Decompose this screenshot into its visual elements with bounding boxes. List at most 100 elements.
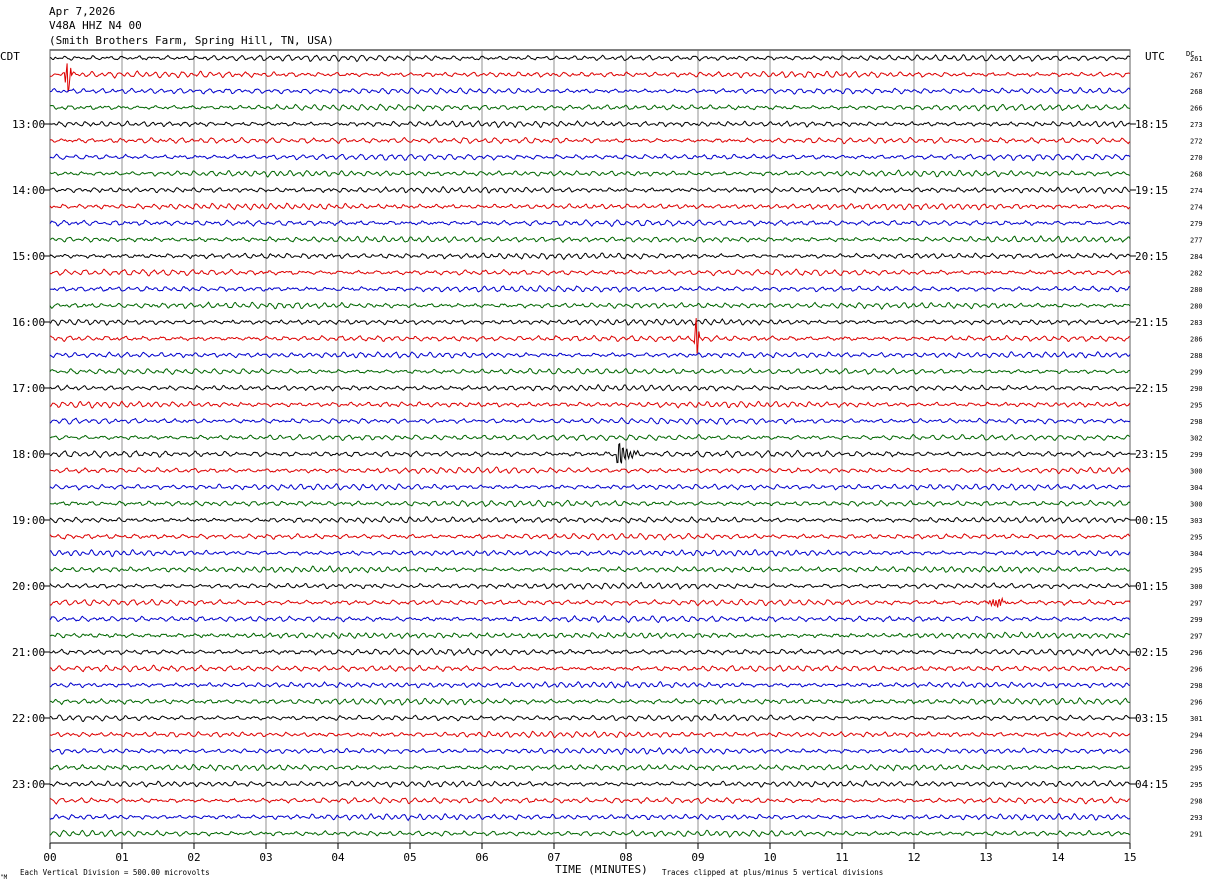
cdt-hour-label: 14:00 — [12, 184, 45, 197]
dc-offset-label: 296 — [1190, 649, 1203, 657]
x-tick-label: 12 — [907, 851, 920, 864]
trace-line — [49, 318, 1131, 354]
trace-line — [49, 829, 1131, 838]
trace-line — [49, 596, 1131, 608]
dc-offset-label: 296 — [1190, 666, 1203, 674]
dc-offset-label: 296 — [1190, 699, 1203, 707]
footer-clip-note: Traces clipped at plus/minus 5 vertical … — [662, 868, 883, 877]
dc-offset-label: 294 — [1190, 732, 1203, 740]
trace-line — [49, 169, 1131, 178]
utc-hour-label: 03:15 — [1135, 712, 1168, 725]
header-date: Apr 7,2026 — [49, 5, 116, 18]
dc-offset-label: 291 — [1190, 831, 1203, 839]
utc-hour-label: 18:15 — [1135, 118, 1168, 131]
trace-line — [49, 532, 1131, 541]
trace-line — [49, 483, 1131, 491]
trace-line — [49, 301, 1131, 310]
plot-frame — [49, 49, 1131, 844]
trace-line — [49, 119, 1131, 129]
trace-line — [49, 219, 1131, 228]
trace-line — [49, 202, 1131, 211]
dc-offset-label: 268 — [1190, 171, 1203, 179]
dc-offset-label: 261 — [1190, 55, 1203, 63]
left-axis-label: CDT — [0, 50, 20, 63]
trace-line — [49, 730, 1131, 739]
trace-line — [49, 268, 1131, 277]
dc-label: DC — [1186, 50, 1194, 58]
dc-offset-label: 297 — [1190, 600, 1203, 608]
dc-offset-label: 279 — [1190, 220, 1203, 228]
footer-scale: Each Vertical Division = 500.00 microvol… — [20, 868, 210, 877]
dc-offset-label: 299 — [1190, 616, 1203, 624]
trace-line — [49, 433, 1131, 442]
x-tick-label: 11 — [835, 851, 848, 864]
dc-offset-label: 283 — [1190, 319, 1203, 327]
dc-offset-label: 295 — [1190, 765, 1203, 773]
x-tick-label: 13 — [979, 851, 992, 864]
header-location: (Smith Brothers Farm, Spring Hill, TN, U… — [49, 34, 334, 47]
trace-line — [49, 779, 1131, 788]
dc-offset-label: 280 — [1190, 286, 1203, 294]
trace-line — [49, 812, 1131, 822]
x-tick-label: 15 — [1123, 851, 1136, 864]
trace-line — [49, 763, 1131, 772]
seismogram-traces — [49, 54, 1131, 838]
x-tick-label: 09 — [691, 851, 704, 864]
trace-line — [49, 367, 1131, 376]
trace-line — [49, 664, 1131, 673]
cdt-hour-label: 16:00 — [12, 316, 45, 329]
plot-grid — [44, 49, 1136, 849]
trace-line — [49, 515, 1131, 524]
dc-offset-label: 288 — [1190, 352, 1203, 360]
utc-hour-label: 20:15 — [1135, 250, 1168, 263]
trace-line — [49, 136, 1131, 145]
trace-line — [49, 713, 1131, 723]
trace-line — [49, 383, 1131, 392]
dc-offset-label: 295 — [1190, 781, 1203, 789]
dc-offset-label: 297 — [1190, 633, 1203, 641]
cdt-hour-label: 23:00 — [12, 778, 45, 791]
dc-offset-label: 268 — [1190, 88, 1203, 96]
dc-offset-label: 298 — [1190, 418, 1203, 426]
x-tick-label: 08 — [619, 851, 632, 864]
dc-offset-label: 266 — [1190, 105, 1203, 113]
trace-line — [49, 681, 1131, 689]
utc-hour-label: 19:15 — [1135, 184, 1168, 197]
dc-offset-label: 295 — [1190, 534, 1203, 542]
utc-hour-label: 23:15 — [1135, 448, 1168, 461]
utc-hour-label: 21:15 — [1135, 316, 1168, 329]
trace-line — [49, 565, 1131, 574]
dc-offset-label: 304 — [1190, 484, 1203, 492]
cdt-hour-label: 13:00 — [12, 118, 45, 131]
trace-line — [49, 103, 1131, 112]
trace-line — [49, 153, 1131, 162]
axis-labels: CDT UTC DC Each Vertical Division = 500.… — [0, 50, 1203, 881]
dc-offset-label: 273 — [1190, 121, 1203, 129]
x-tick-label: 10 — [763, 851, 776, 864]
trace-line — [49, 631, 1131, 640]
dc-offset-label: 301 — [1190, 715, 1203, 723]
cdt-hour-label: 19:00 — [12, 514, 45, 527]
dc-offset-label: 302 — [1190, 435, 1203, 443]
dc-offset-label: 267 — [1190, 72, 1203, 80]
trace-line — [49, 697, 1131, 706]
dc-offset-label: 304 — [1190, 550, 1203, 558]
trace-line — [49, 466, 1131, 475]
dc-offset-label: 280 — [1190, 303, 1203, 311]
dc-offset-label: 300 — [1190, 501, 1203, 509]
x-tick-label: 06 — [475, 851, 488, 864]
right-axis-label: UTC — [1145, 50, 1165, 63]
dc-offset-label: 272 — [1190, 138, 1203, 146]
dc-offset-label: 274 — [1190, 187, 1203, 195]
trace-line — [49, 615, 1130, 624]
dc-offset-label: 299 — [1190, 369, 1203, 377]
x-tick-label: 04 — [331, 851, 345, 864]
trace-line — [49, 647, 1131, 657]
x-tick-label: 05 — [403, 851, 416, 864]
cdt-hour-label: 18:00 — [12, 448, 45, 461]
dc-offset-label: 295 — [1190, 567, 1203, 575]
dc-offset-label: 295 — [1190, 402, 1203, 410]
trace-line — [49, 581, 1131, 590]
x-axis-title: TIME (MINUTES) — [555, 863, 648, 876]
